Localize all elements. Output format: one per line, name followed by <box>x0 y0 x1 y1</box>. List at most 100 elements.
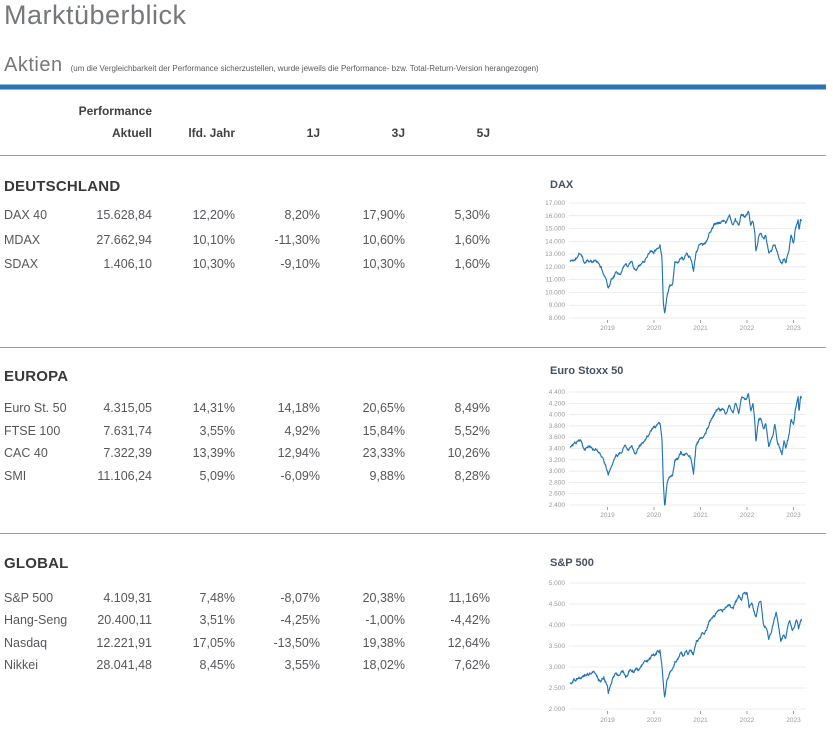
row-value: 8,49% <box>454 401 490 415</box>
svg-text:3.500: 3.500 <box>549 643 566 650</box>
chart-plot: 17.000 16.000 15.000 14.000 13.000 12.000 11.0… <box>545 200 806 332</box>
row-value: -6,09% <box>280 468 320 483</box>
section-heading-global: GLOBAL <box>4 555 69 572</box>
row-label: FTSE 100 <box>4 423 61 438</box>
row-value: 27.662,94 <box>96 232 152 247</box>
table-row: Nikkei 28.041,48 8,45% 3,55% 18,02% 7,62% <box>0 654 540 676</box>
row-value: 10,26% <box>447 446 490 461</box>
column-header: Aktuell <box>111 126 152 140</box>
svg-text:2019: 2019 <box>600 717 615 724</box>
row-label: Nasdaq <box>4 635 48 650</box>
svg-text:4.000: 4.000 <box>549 412 566 419</box>
row-value: 14,18% <box>277 401 320 415</box>
svg-text:13.000: 13.000 <box>545 251 565 258</box>
svg-text:3.600: 3.600 <box>549 434 566 441</box>
row-value: 17,90% <box>362 208 405 222</box>
aktien-section-note: (um die Vergleichbarkeit der Performance… <box>70 64 539 73</box>
svg-text:2.400: 2.400 <box>549 502 566 509</box>
row-value: 7.322,39 <box>103 446 152 461</box>
column-header: lfd. Jahr <box>188 126 235 140</box>
svg-text:4.500: 4.500 <box>549 601 566 608</box>
row-value: -1,00% <box>365 613 405 628</box>
chart-plot: 4.400 4.200 4.000 3.800 3.600 3.400 3.200 3.000… <box>549 389 806 519</box>
svg-text:2020: 2020 <box>647 512 662 519</box>
svg-text:4.400: 4.400 <box>549 389 566 396</box>
table-global: S&P 500 4.109,31 7,48% -8,07% 20,38% 11,16% Ha… <box>0 587 540 676</box>
row-value: 15.628,84 <box>96 208 152 222</box>
svg-text:3.000: 3.000 <box>549 664 566 671</box>
row-value: 11.106,24 <box>97 468 152 483</box>
chart-title-euro-stoxx-50: Euro Stoxx 50 <box>550 365 624 377</box>
svg-text:3.200: 3.200 <box>549 457 566 464</box>
row-value: 8,28% <box>454 468 490 483</box>
row-value: 28.041,48 <box>96 657 152 672</box>
row-label: Euro St. 50 <box>4 401 67 415</box>
svg-text:2.800: 2.800 <box>549 479 566 486</box>
page-title: Marktüberblick <box>4 0 187 30</box>
row-value: 8,45% <box>199 657 235 672</box>
row-value: -4,42% <box>450 613 490 628</box>
row-value: 3,55% <box>284 657 320 672</box>
column-header: 3J <box>391 126 405 140</box>
column-header: 1J <box>306 126 320 140</box>
svg-text:2023: 2023 <box>786 512 801 519</box>
row-label: Hang-Seng <box>4 613 68 628</box>
svg-text:2022: 2022 <box>740 717 755 724</box>
svg-text:2023: 2023 <box>786 325 801 332</box>
row-value: 12,20% <box>192 208 235 222</box>
row-value: 4.315,05 <box>103 401 152 415</box>
aktien-header: Aktien (um die Vergleichbarkeit der Perf… <box>4 54 539 77</box>
row-value: -13,50% <box>273 635 320 650</box>
row-value: 4.109,31 <box>103 591 152 605</box>
row-label: Nikkei <box>4 657 39 672</box>
row-value: 19,38% <box>362 635 405 650</box>
row-label: DAX 40 <box>4 208 48 222</box>
chart-sp-500: 5.000 4.500 4.000 3.500 3.000 2.500 2.000 2019 2… <box>543 576 810 728</box>
row-value: 7,48% <box>199 591 235 605</box>
table-row: Euro St. 50 4.315,05 14,31% 14,18% 20,65% 8,4… <box>0 397 540 420</box>
row-value: 1,60% <box>454 232 490 247</box>
section-separator <box>0 533 826 534</box>
accent-divider <box>0 84 826 90</box>
svg-text:3.400: 3.400 <box>549 446 566 453</box>
chart-plot: 5.000 4.500 4.000 3.500 3.000 2.500 2.000 2019 2… <box>549 580 806 724</box>
row-value: 14,31% <box>192 401 235 415</box>
row-value: 20,38% <box>362 591 405 605</box>
svg-text:3.000: 3.000 <box>549 468 566 475</box>
row-value: 5,30% <box>454 208 490 222</box>
row-value: 11,16% <box>448 591 490 605</box>
header-underline <box>0 155 826 156</box>
chart-title-sp-500: S&P 500 <box>550 557 594 569</box>
table-row: Nasdaq 12.221,91 17,05% -13,50% 19,38% 12,64% <box>0 632 540 654</box>
row-value: 1,60% <box>454 257 490 272</box>
row-value: 10,30% <box>362 257 405 272</box>
row-value: -9,10% <box>280 257 320 272</box>
svg-text:2021: 2021 <box>693 325 708 332</box>
row-value: 20.400,11 <box>97 613 152 628</box>
aktien-section-title: Aktien <box>4 54 63 76</box>
svg-text:2.500: 2.500 <box>549 685 566 692</box>
svg-text:2023: 2023 <box>786 717 801 724</box>
svg-text:2.000: 2.000 <box>549 706 566 713</box>
svg-text:2019: 2019 <box>600 512 615 519</box>
row-value: 10,10% <box>192 232 235 247</box>
row-value: 20,65% <box>362 401 405 415</box>
row-value: 23,33% <box>362 446 405 461</box>
svg-text:2019: 2019 <box>600 325 615 332</box>
row-label: SDAX <box>4 257 39 272</box>
chart-euro-stoxx-50: 4.400 4.200 4.000 3.800 3.600 3.400 3.200 3.000… <box>543 385 810 523</box>
svg-text:15.000: 15.000 <box>545 226 565 233</box>
row-value: 4,92% <box>284 423 320 438</box>
svg-text:2022: 2022 <box>740 325 755 332</box>
svg-text:2020: 2020 <box>647 325 662 332</box>
table-row: FTSE 100 7.631,74 3,55% 4,92% 15,84% 5,52% <box>0 420 540 443</box>
row-value: 10,30% <box>192 257 235 272</box>
table-deutschland: DAX 40 15.628,84 12,20% 8,20% 17,90% 5,30% MDA… <box>0 203 540 277</box>
row-value: -4,25% <box>280 613 320 628</box>
row-value: 13,39% <box>192 446 235 461</box>
row-value: 5,52% <box>454 423 490 438</box>
row-label: SMI <box>4 468 27 483</box>
table-row: MDAX 27.662,94 10,10% -11,30% 10,60% 1,60% <box>0 228 540 253</box>
row-value: 12,94% <box>277 446 320 461</box>
